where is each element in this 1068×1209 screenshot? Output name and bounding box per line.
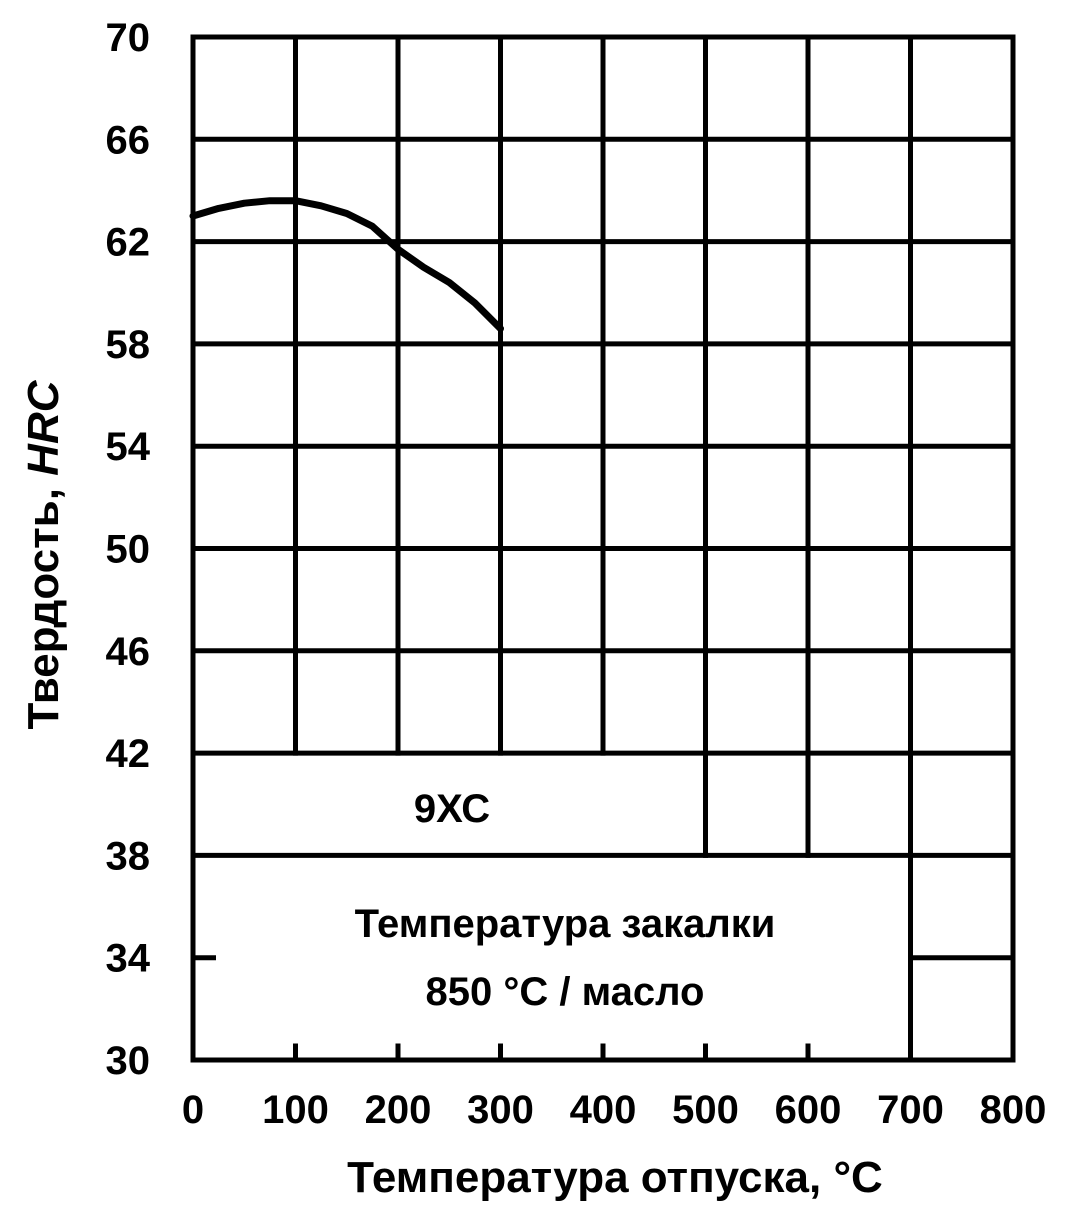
y-tick-label: 46 — [106, 630, 151, 674]
y-tick-label: 58 — [106, 323, 151, 367]
quench-medium-label: 850 °C / масло — [426, 970, 705, 1014]
x-tick-label: 600 — [775, 1088, 842, 1132]
x-tick-label: 0 — [182, 1088, 204, 1132]
x-tick-label: 700 — [877, 1088, 944, 1132]
y-axis-ticks: 70 66 62 58 54 50 46 42 38 34 30 — [106, 16, 151, 1083]
y-tick-label: 66 — [106, 118, 151, 162]
y-axis-title-unit: HRC — [19, 379, 68, 476]
y-tick-label: 50 — [106, 528, 151, 572]
x-tick-label: 500 — [672, 1088, 739, 1132]
y-tick-label: 70 — [106, 16, 151, 60]
x-axis-title: Температура отпуска, °C — [347, 1153, 883, 1202]
y-tick-label: 30 — [106, 1039, 151, 1083]
x-tick-label: 800 — [980, 1088, 1047, 1132]
y-tick-label: 42 — [106, 732, 151, 776]
series-line — [189, 197, 504, 333]
y-tick-label: 34 — [106, 937, 151, 981]
y-tick-label: 38 — [106, 834, 151, 878]
x-tick-label: 200 — [365, 1088, 432, 1132]
x-axis-ticks: 0 100 200 300 400 500 600 700 800 — [182, 1088, 1047, 1132]
y-axis-title: Твердость, HRC — [19, 379, 68, 729]
quench-temperature-label: Температура закалки — [355, 902, 776, 946]
x-tick-label: 400 — [570, 1088, 637, 1132]
x-tick-label: 300 — [467, 1088, 534, 1132]
grid — [190, 34, 1016, 1063]
series-layer — [189, 197, 504, 333]
y-axis-title-main: Твердость, — [19, 476, 68, 730]
y-tick-label: 62 — [106, 221, 151, 265]
x-tick-label: 100 — [262, 1088, 329, 1132]
steel-grade-label: 9ХС — [414, 787, 490, 831]
y-tick-label: 54 — [106, 425, 151, 469]
